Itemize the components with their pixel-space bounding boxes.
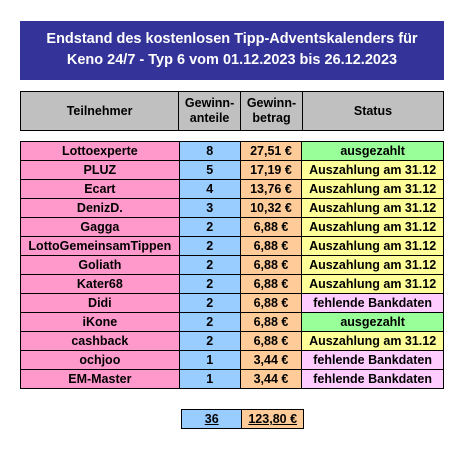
participant-name: Ecart — [20, 179, 180, 199]
gewinnanteile-cell: 2 — [178, 312, 241, 332]
gewinnbetrag-cell: 17,19 € — [239, 160, 303, 180]
participant-name: DenizD. — [20, 198, 180, 218]
status-cell: Auszahlung am 31.12 — [301, 179, 444, 199]
gewinnbetrag-cell: 6,88 € — [239, 274, 303, 294]
header-teilnehmer: Teilnehmer — [19, 91, 180, 131]
table-row: DenizD. 3 10,32 € Auszahlung am 31.12 — [20, 198, 444, 218]
gewinnanteile-cell: 2 — [178, 236, 241, 256]
gewinnbetrag-cell: 6,88 € — [239, 312, 303, 332]
header-table: Teilnehmer Gewinn- anteile Gewinn- betra… — [19, 91, 445, 131]
gewinnanteile-cell: 5 — [178, 160, 241, 180]
total-betrag: 123,80 € — [241, 409, 304, 429]
table-row: Ecart 4 13,76 € Auszahlung am 31.12 — [20, 179, 444, 199]
participant-name: EM-Master — [20, 369, 180, 389]
header-status-label: Status — [353, 103, 393, 118]
status-cell: ausgezahlt — [301, 312, 444, 332]
total-anteile: 36 — [180, 409, 243, 429]
participant-name: Lottoexperte — [20, 141, 180, 161]
table-row: Gagga 2 6,88 € Auszahlung am 31.12 — [20, 217, 444, 237]
status-cell: ausgezahlt — [301, 141, 444, 161]
gewinnbetrag-cell: 6,88 € — [239, 293, 303, 313]
totals-table: 36 123,80 € — [180, 409, 304, 429]
participant-name: Goliath — [20, 255, 180, 275]
gewinnbetrag-cell: 10,32 € — [239, 198, 303, 218]
participant-name: ochjoo — [20, 350, 180, 370]
table-row: LottoGemeinsamTippen 2 6,88 € Auszahlung am… — [20, 236, 444, 256]
participant-name: iKone — [20, 312, 180, 332]
status-cell: fehlende Bankdaten — [301, 369, 444, 389]
header-teilnehmer-label: Teilnehmer — [66, 103, 133, 118]
gewinnanteile-cell: 8 — [178, 141, 241, 161]
header-betrag-line-2: betrag — [252, 111, 291, 125]
gewinnbetrag-cell: 3,44 € — [239, 350, 303, 370]
participant-name: PLUZ — [20, 160, 180, 180]
status-cell: Auszahlung am 31.12 — [301, 274, 444, 294]
header-gewinnbetrag: Gewinn- betrag — [240, 91, 303, 131]
title-line-1: Endstand des kostenlosen Tipp-Adventskal… — [46, 31, 418, 47]
gewinnanteile-cell: 2 — [178, 274, 241, 294]
gewinnbetrag-cell: 6,88 € — [239, 217, 303, 237]
status-cell: Auszahlung am 31.12 — [301, 255, 444, 275]
table-row: Kater68 2 6,88 € Auszahlung am 31.12 — [20, 274, 444, 294]
header-gewinnanteile: Gewinn- anteile — [178, 91, 242, 131]
status-cell: Auszahlung am 31.12 — [301, 331, 444, 351]
table-row: cashback 2 6,88 € Auszahlung am 31.12 — [20, 331, 444, 351]
header-status: Status — [301, 91, 445, 131]
participant-name: cashback — [20, 331, 180, 351]
participant-name: Didi — [20, 293, 180, 313]
table-row: Lottoexperte 8 27,51 € ausgezahlt — [20, 141, 444, 161]
status-cell: fehlende Bankdaten — [301, 293, 444, 313]
header-betrag-line-1: Gewinn- — [246, 96, 297, 110]
table-row: Didi 2 6,88 € fehlende Bankdaten — [20, 293, 444, 313]
participants-body: Lottoexperte 8 27,51 € ausgezahlt PLUZ 5 17,19… — [20, 141, 444, 389]
participant-name: LottoGemeinsamTippen — [20, 236, 180, 256]
gewinnanteile-cell: 1 — [178, 369, 241, 389]
participants-table: Lottoexperte 8 27,51 € ausgezahlt PLUZ 5 17,19… — [20, 141, 444, 389]
table-row: Goliath 2 6,88 € Auszahlung am 31.12 — [20, 255, 444, 275]
gewinnanteile-cell: 4 — [178, 179, 241, 199]
gewinnbetrag-cell: 6,88 € — [239, 236, 303, 256]
header-row: Teilnehmer Gewinn- anteile Gewinn- betra… — [19, 91, 445, 131]
table-row: EM-Master 1 3,44 € fehlende Bankdaten — [20, 369, 444, 389]
totals-row: 36 123,80 € — [180, 409, 304, 429]
status-cell: Auszahlung am 31.12 — [301, 198, 444, 218]
table-row: PLUZ 5 17,19 € Auszahlung am 31.12 — [20, 160, 444, 180]
gewinnbetrag-cell: 6,88 € — [239, 255, 303, 275]
status-cell: Auszahlung am 31.12 — [301, 217, 444, 237]
status-cell: Auszahlung am 31.12 — [301, 236, 444, 256]
gewinnanteile-cell: 1 — [178, 350, 241, 370]
gewinnbetrag-cell: 27,51 € — [239, 141, 303, 161]
gewinnanteile-cell: 2 — [178, 331, 241, 351]
participant-name: Gagga — [20, 217, 180, 237]
header-anteile-line-1: Gewinn- — [184, 96, 235, 110]
participant-name: Kater68 — [20, 274, 180, 294]
header-anteile-line-2: anteile — [189, 111, 230, 125]
status-cell: fehlende Bankdaten — [301, 350, 444, 370]
gewinnbetrag-cell: 13,76 € — [239, 179, 303, 199]
title-line-2: Keno 24/7 - Typ 6 vom 01.12.2023 bis 26.… — [66, 52, 398, 68]
title-banner: Endstand des kostenlosen Tipp-Adventskal… — [20, 21, 444, 80]
gewinnanteile-cell: 2 — [178, 217, 241, 237]
table-row: ochjoo 1 3,44 € fehlende Bankdaten — [20, 350, 444, 370]
gewinnanteile-cell: 2 — [178, 255, 241, 275]
status-cell: Auszahlung am 31.12 — [301, 160, 444, 180]
gewinnanteile-cell: 2 — [178, 293, 241, 313]
gewinnanteile-cell: 3 — [178, 198, 241, 218]
gewinnbetrag-cell: 3,44 € — [239, 369, 303, 389]
gewinnbetrag-cell: 6,88 € — [239, 331, 303, 351]
table-row: iKone 2 6,88 € ausgezahlt — [20, 312, 444, 332]
